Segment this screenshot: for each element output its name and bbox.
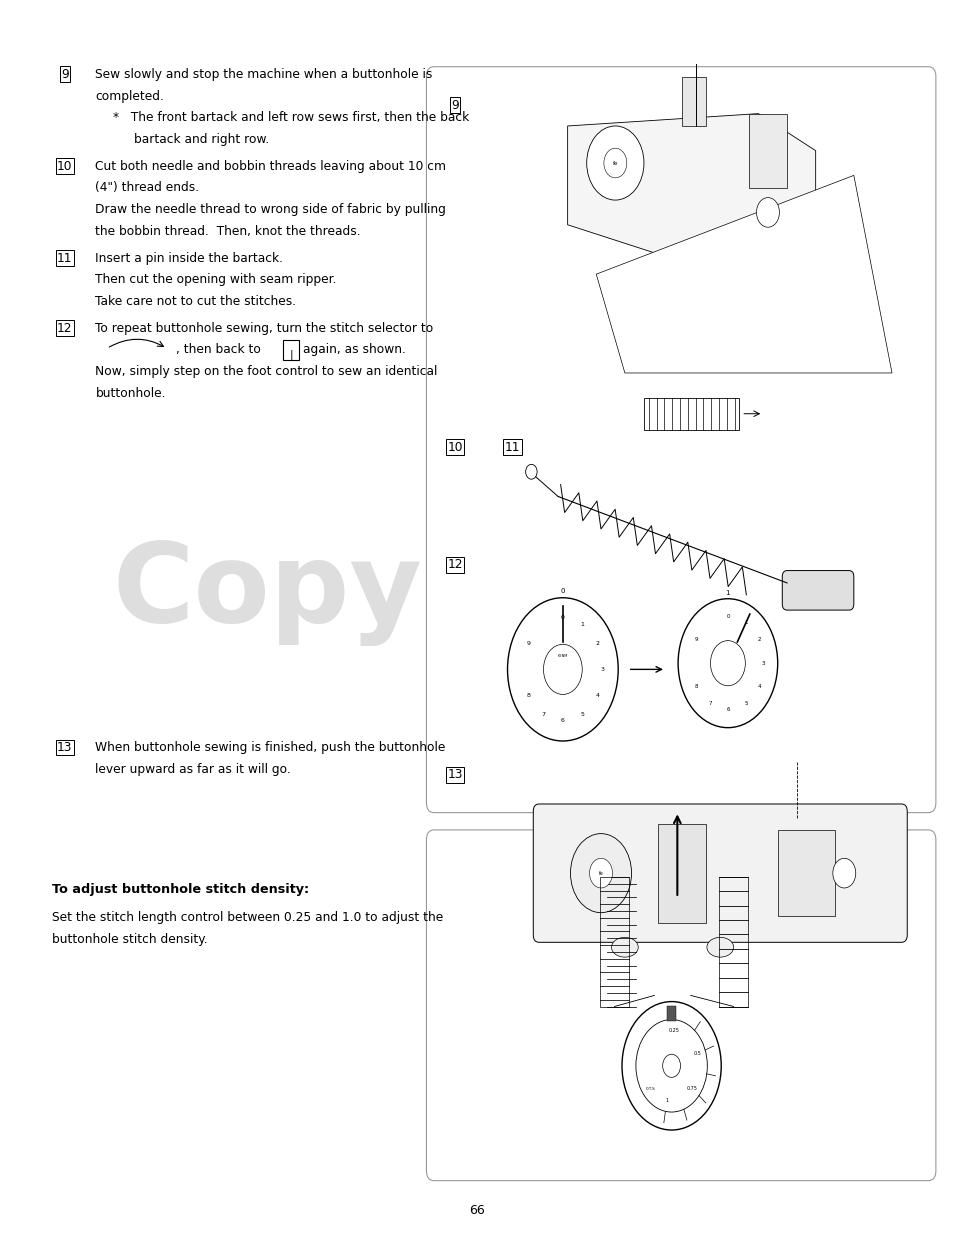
- Text: completed.: completed.: [95, 90, 164, 103]
- Bar: [681, 77, 705, 126]
- Bar: [643, 398, 739, 430]
- Text: 6: 6: [725, 708, 729, 713]
- Text: 0.5: 0.5: [693, 1051, 700, 1056]
- Text: 0: 0: [560, 588, 564, 594]
- Circle shape: [662, 1055, 679, 1077]
- Text: KENM: KENM: [558, 655, 567, 658]
- Polygon shape: [567, 114, 815, 274]
- Text: 8: 8: [526, 693, 530, 698]
- Text: *   The front bartack and left row sews first, then the back: * The front bartack and left row sews fi…: [112, 111, 468, 125]
- Text: 2: 2: [595, 641, 598, 646]
- Bar: [666, 1007, 676, 1021]
- Ellipse shape: [611, 937, 638, 957]
- Text: 13: 13: [447, 768, 462, 782]
- Bar: [599, 877, 628, 1007]
- Text: 4: 4: [757, 684, 760, 689]
- Text: 7: 7: [540, 711, 544, 716]
- Text: 10: 10: [447, 441, 462, 454]
- Circle shape: [603, 148, 626, 178]
- FancyBboxPatch shape: [533, 804, 906, 942]
- Text: To adjust buttonhole stitch density:: To adjust buttonhole stitch density:: [52, 883, 310, 897]
- Bar: [283, 340, 298, 359]
- Text: fe: fe: [598, 871, 602, 876]
- Circle shape: [678, 599, 777, 727]
- Circle shape: [570, 834, 631, 913]
- Text: 0.75: 0.75: [686, 1086, 698, 1091]
- Bar: [777, 830, 834, 916]
- Text: fe: fe: [612, 161, 618, 165]
- Text: 9: 9: [61, 68, 69, 82]
- Text: buttonhole stitch density.: buttonhole stitch density.: [52, 932, 208, 946]
- Text: 3: 3: [600, 667, 604, 672]
- Text: 2: 2: [757, 637, 760, 642]
- Circle shape: [586, 126, 643, 200]
- Bar: [719, 877, 747, 1007]
- Text: , then back to: , then back to: [176, 343, 261, 357]
- Text: 8: 8: [695, 684, 698, 689]
- Circle shape: [636, 1020, 706, 1112]
- FancyBboxPatch shape: [426, 67, 935, 813]
- Text: 13: 13: [57, 741, 72, 755]
- Text: 1: 1: [743, 620, 747, 625]
- Text: 0.25: 0.25: [668, 1028, 679, 1034]
- Text: Draw the needle thread to wrong side of fabric by pulling: Draw the needle thread to wrong side of …: [95, 203, 446, 216]
- Text: 6: 6: [560, 719, 564, 724]
- Text: When buttonhole sewing is finished, push the buttonhole: When buttonhole sewing is finished, push…: [95, 741, 445, 755]
- Ellipse shape: [706, 937, 733, 957]
- Text: Insert a pin inside the bartack.: Insert a pin inside the bartack.: [95, 252, 283, 264]
- Text: 5: 5: [743, 701, 747, 706]
- Text: 0.T.S: 0.T.S: [645, 1087, 655, 1091]
- Circle shape: [621, 1002, 720, 1130]
- Text: 10: 10: [57, 159, 72, 173]
- Text: 11: 11: [57, 252, 72, 264]
- Bar: [748, 114, 786, 188]
- Text: 0: 0: [560, 615, 564, 620]
- Text: 9: 9: [526, 641, 530, 646]
- Text: Copy: Copy: [112, 540, 421, 646]
- FancyBboxPatch shape: [781, 571, 853, 610]
- Text: 66: 66: [469, 1204, 484, 1216]
- Text: 12: 12: [447, 558, 462, 572]
- Text: 1: 1: [580, 622, 584, 627]
- Circle shape: [543, 645, 581, 694]
- Text: 3: 3: [761, 661, 764, 666]
- Text: 9: 9: [451, 99, 458, 112]
- Text: Cut both needle and bobbin threads leaving about 10 cm: Cut both needle and bobbin threads leavi…: [95, 159, 446, 173]
- Text: Take care not to cut the stitches.: Take care not to cut the stitches.: [95, 295, 296, 308]
- Circle shape: [507, 598, 618, 741]
- Text: Now, simply step on the foot control to sew an identical: Now, simply step on the foot control to …: [95, 366, 437, 378]
- Text: 5: 5: [580, 711, 584, 716]
- FancyBboxPatch shape: [426, 830, 935, 1181]
- Text: 4: 4: [595, 693, 598, 698]
- Bar: [658, 824, 705, 923]
- Text: Sew slowly and stop the machine when a buttonhole is: Sew slowly and stop the machine when a b…: [95, 68, 433, 82]
- Text: bartack and right row.: bartack and right row.: [133, 132, 269, 146]
- Polygon shape: [596, 175, 891, 373]
- Circle shape: [710, 641, 744, 685]
- Text: 7: 7: [707, 701, 711, 706]
- Text: 1: 1: [664, 1098, 668, 1103]
- Circle shape: [756, 198, 779, 227]
- Text: 1: 1: [725, 589, 729, 595]
- Text: 11: 11: [504, 441, 519, 454]
- Text: |: |: [289, 350, 293, 361]
- Text: the bobbin thread.  Then, knot the threads.: the bobbin thread. Then, knot the thread…: [95, 225, 360, 237]
- Text: To repeat buttonhole sewing, turn the stitch selector to: To repeat buttonhole sewing, turn the st…: [95, 322, 434, 335]
- Circle shape: [525, 464, 537, 479]
- Circle shape: [832, 858, 855, 888]
- Text: buttonhole.: buttonhole.: [95, 387, 166, 400]
- Text: Set the stitch length control between 0.25 and 1.0 to adjust the: Set the stitch length control between 0.…: [52, 911, 443, 924]
- Text: Then cut the opening with seam ripper.: Then cut the opening with seam ripper.: [95, 273, 336, 287]
- Text: 12: 12: [57, 322, 72, 335]
- Text: lever upward as far as it will go.: lever upward as far as it will go.: [95, 763, 291, 776]
- Text: (4") thread ends.: (4") thread ends.: [95, 182, 199, 194]
- Text: again, as shown.: again, as shown.: [303, 343, 406, 357]
- Circle shape: [589, 858, 612, 888]
- Text: 9: 9: [695, 637, 698, 642]
- Text: 0: 0: [725, 614, 729, 619]
